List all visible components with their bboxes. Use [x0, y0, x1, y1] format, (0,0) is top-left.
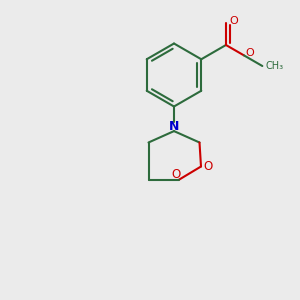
Text: O: O: [203, 160, 212, 173]
Text: N: N: [169, 119, 179, 133]
Text: CH₃: CH₃: [265, 61, 284, 71]
Text: O: O: [229, 16, 238, 26]
Text: O: O: [171, 167, 180, 181]
Text: O: O: [246, 47, 254, 58]
